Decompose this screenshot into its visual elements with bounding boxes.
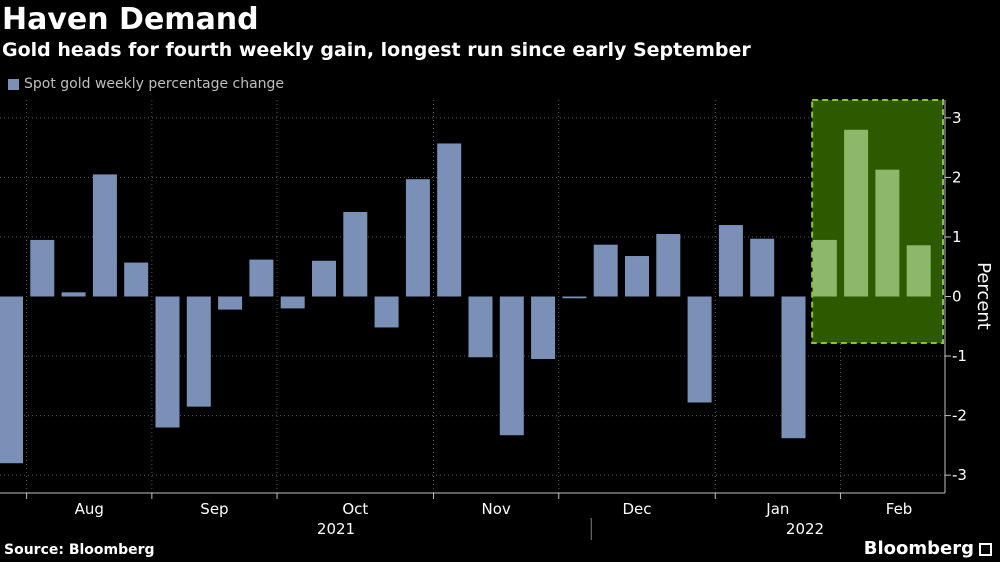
y-tick-label: 1: [952, 228, 962, 246]
chart-subtitle: Gold heads for fourth weekly gain, longe…: [2, 39, 751, 61]
bar: [124, 262, 149, 297]
bar: [562, 296, 587, 299]
y-tick-label: 3: [952, 109, 962, 127]
y-tick-label: 0: [952, 288, 962, 306]
legend-label: Spot gold weekly percentage change: [24, 76, 285, 92]
bar: [61, 292, 86, 297]
legend: Spot gold weekly percentage change: [8, 75, 284, 93]
bar: [30, 239, 55, 297]
bar: [781, 296, 806, 439]
bar: [249, 259, 274, 297]
bar: [155, 296, 180, 428]
brand-mark-icon: [979, 542, 992, 556]
bar: [437, 143, 462, 297]
bar: [687, 296, 712, 403]
x-tick-label: Dec: [622, 500, 651, 518]
bar: [405, 179, 430, 297]
bar: [280, 296, 305, 309]
bar: [812, 239, 837, 297]
legend-swatch: [8, 78, 19, 90]
y-tick-label: 2: [952, 168, 962, 186]
bar: [499, 296, 524, 436]
chart-title: Haven Demand: [2, 2, 259, 37]
bar: [906, 245, 931, 297]
bar: [0, 296, 23, 464]
bar: [593, 244, 618, 297]
y-axis-label: Percent: [973, 262, 994, 330]
x-tick-label: Nov: [482, 500, 511, 518]
y-tick-label: -1: [952, 347, 967, 365]
bar: [750, 238, 775, 297]
brand-name: Bloomberg: [863, 538, 974, 559]
bar: [312, 260, 336, 297]
x-tick-label: Jan: [765, 500, 789, 518]
x-tick-label: Sep: [200, 500, 228, 518]
bar: [625, 256, 649, 297]
x-tick-label: Oct: [342, 500, 368, 518]
bar: [218, 296, 243, 310]
bar: [656, 233, 681, 297]
x-tick-label: Aug: [75, 500, 104, 518]
x-tick-label: Feb: [886, 500, 913, 518]
bar: [875, 169, 900, 297]
year-label: 2022: [786, 520, 824, 538]
bar: [468, 296, 493, 358]
bar: [718, 225, 743, 297]
bar: [343, 211, 368, 297]
bar: [374, 296, 399, 328]
year-label: 2021: [317, 520, 355, 538]
source-note: Source: Bloomberg: [4, 542, 155, 558]
bar: [186, 296, 211, 407]
bar: [531, 296, 556, 360]
brand-logo: Bloomberg: [864, 538, 992, 560]
y-tick-label: -2: [952, 407, 967, 425]
bar: [844, 129, 869, 297]
y-tick-label: -3: [952, 466, 967, 484]
bar: [92, 174, 117, 297]
